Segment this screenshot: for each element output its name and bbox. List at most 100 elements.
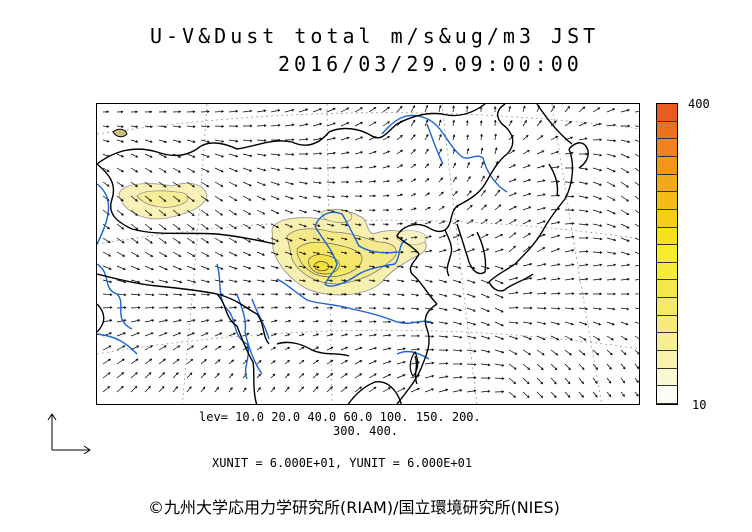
wind-vector-head [543,277,547,280]
wind-vector-head [273,346,277,350]
wind-vector-head [345,360,348,363]
wind-vector [634,335,639,339]
wind-vector [578,181,588,185]
wind-vector-head [106,125,110,128]
wind-vector-head [527,367,531,370]
wind-vector [102,307,112,309]
wind-vector-head [192,170,196,173]
wind-vector [186,386,192,393]
wind-vector-head [289,279,293,283]
wind-vector [438,362,448,365]
wind-vector-head [527,164,531,168]
wind-vector [116,237,125,244]
wind-vector-head [481,161,484,165]
wind-vector [550,377,557,385]
wind-vector [606,108,615,113]
wind-vector [200,167,210,173]
wind-vector [270,320,277,323]
wind-vector-head [441,191,444,195]
wind-vector [536,220,546,225]
wind-vector [270,153,280,156]
wind-vector-head [500,281,504,285]
wind-vector-head [526,381,530,385]
wind-vector [228,110,238,113]
wind-vector-head [524,119,527,123]
wind-vector-head [541,352,545,356]
wind-vector-head [613,277,617,281]
wind-vector [172,319,182,323]
wind-vector [172,345,180,351]
wind-vector [550,307,560,310]
wind-vector [410,222,417,225]
wind-vector [382,237,389,240]
wind-vector-head [302,279,306,283]
wind-vector-head [150,332,154,335]
wind-vector [438,279,447,283]
wind-vector-head [232,346,236,349]
wind-vector-head [207,293,211,297]
wind-vector-head [557,221,561,224]
wind-vector [270,109,280,113]
wind-vector-head [500,295,504,299]
wind-vector [214,359,221,365]
wind-vector-head [458,308,462,312]
wind-vector-head [487,336,491,340]
wind-vector-head [151,293,155,297]
wind-vector-head [263,124,267,127]
wind-vector [620,391,625,397]
wind-vector [116,209,124,216]
wind-vector-head [444,294,448,298]
wind-vector [606,278,616,281]
wind-vector-head [529,291,533,295]
wind-vector [158,125,167,128]
wind-vector-head [344,386,348,390]
wind-vector [200,153,210,158]
wind-vector-head [541,150,545,153]
wind-vector-head [387,293,391,297]
wind-vector-head [149,125,153,129]
wind-vector-head [487,389,491,393]
wind-vector-head [121,212,124,216]
wind-vector [270,251,279,256]
wind-vector-head [487,323,491,326]
country-borders [97,104,514,404]
wind-vector-head [556,150,560,154]
wind-vector-head [319,108,323,111]
wind-vector-head [258,387,261,390]
wind-vector [368,180,376,183]
wind-vector [214,110,224,113]
wind-vector-head [623,352,627,356]
colorbar-segment [657,351,677,369]
wind-vector-head [622,394,625,397]
wind-vector [172,251,181,257]
wind-vector-head [515,321,519,325]
wind-vector-head [220,226,223,230]
wind-vector [200,111,210,113]
wind-vector [592,264,602,267]
wind-vector-head [402,387,406,390]
wind-vector [242,237,251,243]
wind-vector [536,292,546,295]
wind-vector [270,307,278,309]
wind-vector [508,178,517,183]
wind-vector-head [234,280,238,283]
wind-vector-head [289,252,293,256]
wind-vector-head [360,107,363,110]
wind-vector [130,293,140,296]
wind-vector-head [109,306,113,309]
wind-vector [102,181,110,187]
wind-vector-head [305,181,308,185]
wind-vector [368,279,375,282]
wind-vector-head [135,227,139,230]
wind-vector [172,139,181,143]
wind-vector [592,123,601,127]
wind-vector [466,162,470,169]
wind-vector-head [276,197,280,200]
map-canvas [97,104,639,404]
wind-vector-head [273,333,277,336]
wind-vector-head [333,137,336,140]
wind-vector [130,372,138,379]
wind-vector-head [330,346,334,350]
wind-vector [298,265,306,268]
wind-vector [550,105,555,113]
